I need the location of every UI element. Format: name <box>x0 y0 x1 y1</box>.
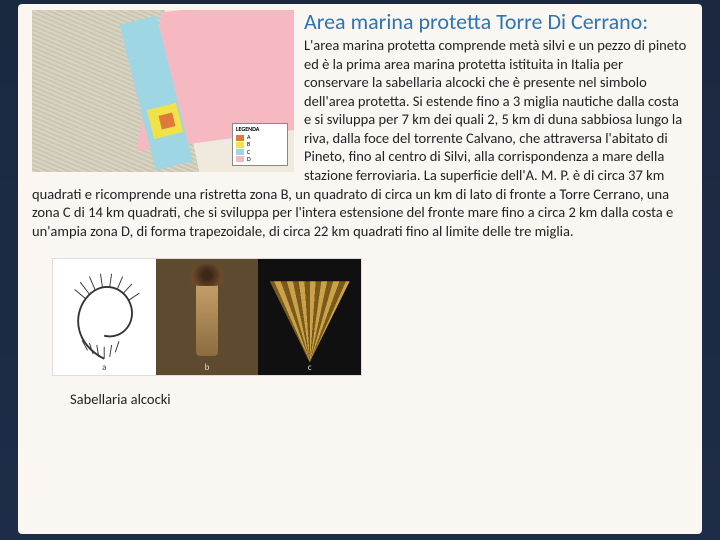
species-panel-b: b <box>156 259 259 375</box>
panel-letter-c: c <box>308 362 312 373</box>
worm-fan-icon <box>270 272 350 362</box>
species-figure: a b c <box>52 258 362 376</box>
legend-d: D <box>247 156 251 163</box>
species-panel-a: a <box>53 259 156 375</box>
panel-letter-a: a <box>102 362 106 373</box>
slide-card: LEGENDA A B C D Area marina protetta Tor… <box>18 4 702 534</box>
worm-tube-icon <box>196 278 218 356</box>
species-panel-c: c <box>258 259 361 375</box>
species-caption: Sabellaria alcocki <box>70 390 688 408</box>
map-legend: LEGENDA A B C D <box>232 123 288 166</box>
zoning-map: LEGENDA A B C D <box>32 10 294 172</box>
worm-drawing-icon <box>58 265 150 369</box>
legend-title: LEGENDA <box>236 126 284 133</box>
panel-letter-b: b <box>205 362 210 373</box>
